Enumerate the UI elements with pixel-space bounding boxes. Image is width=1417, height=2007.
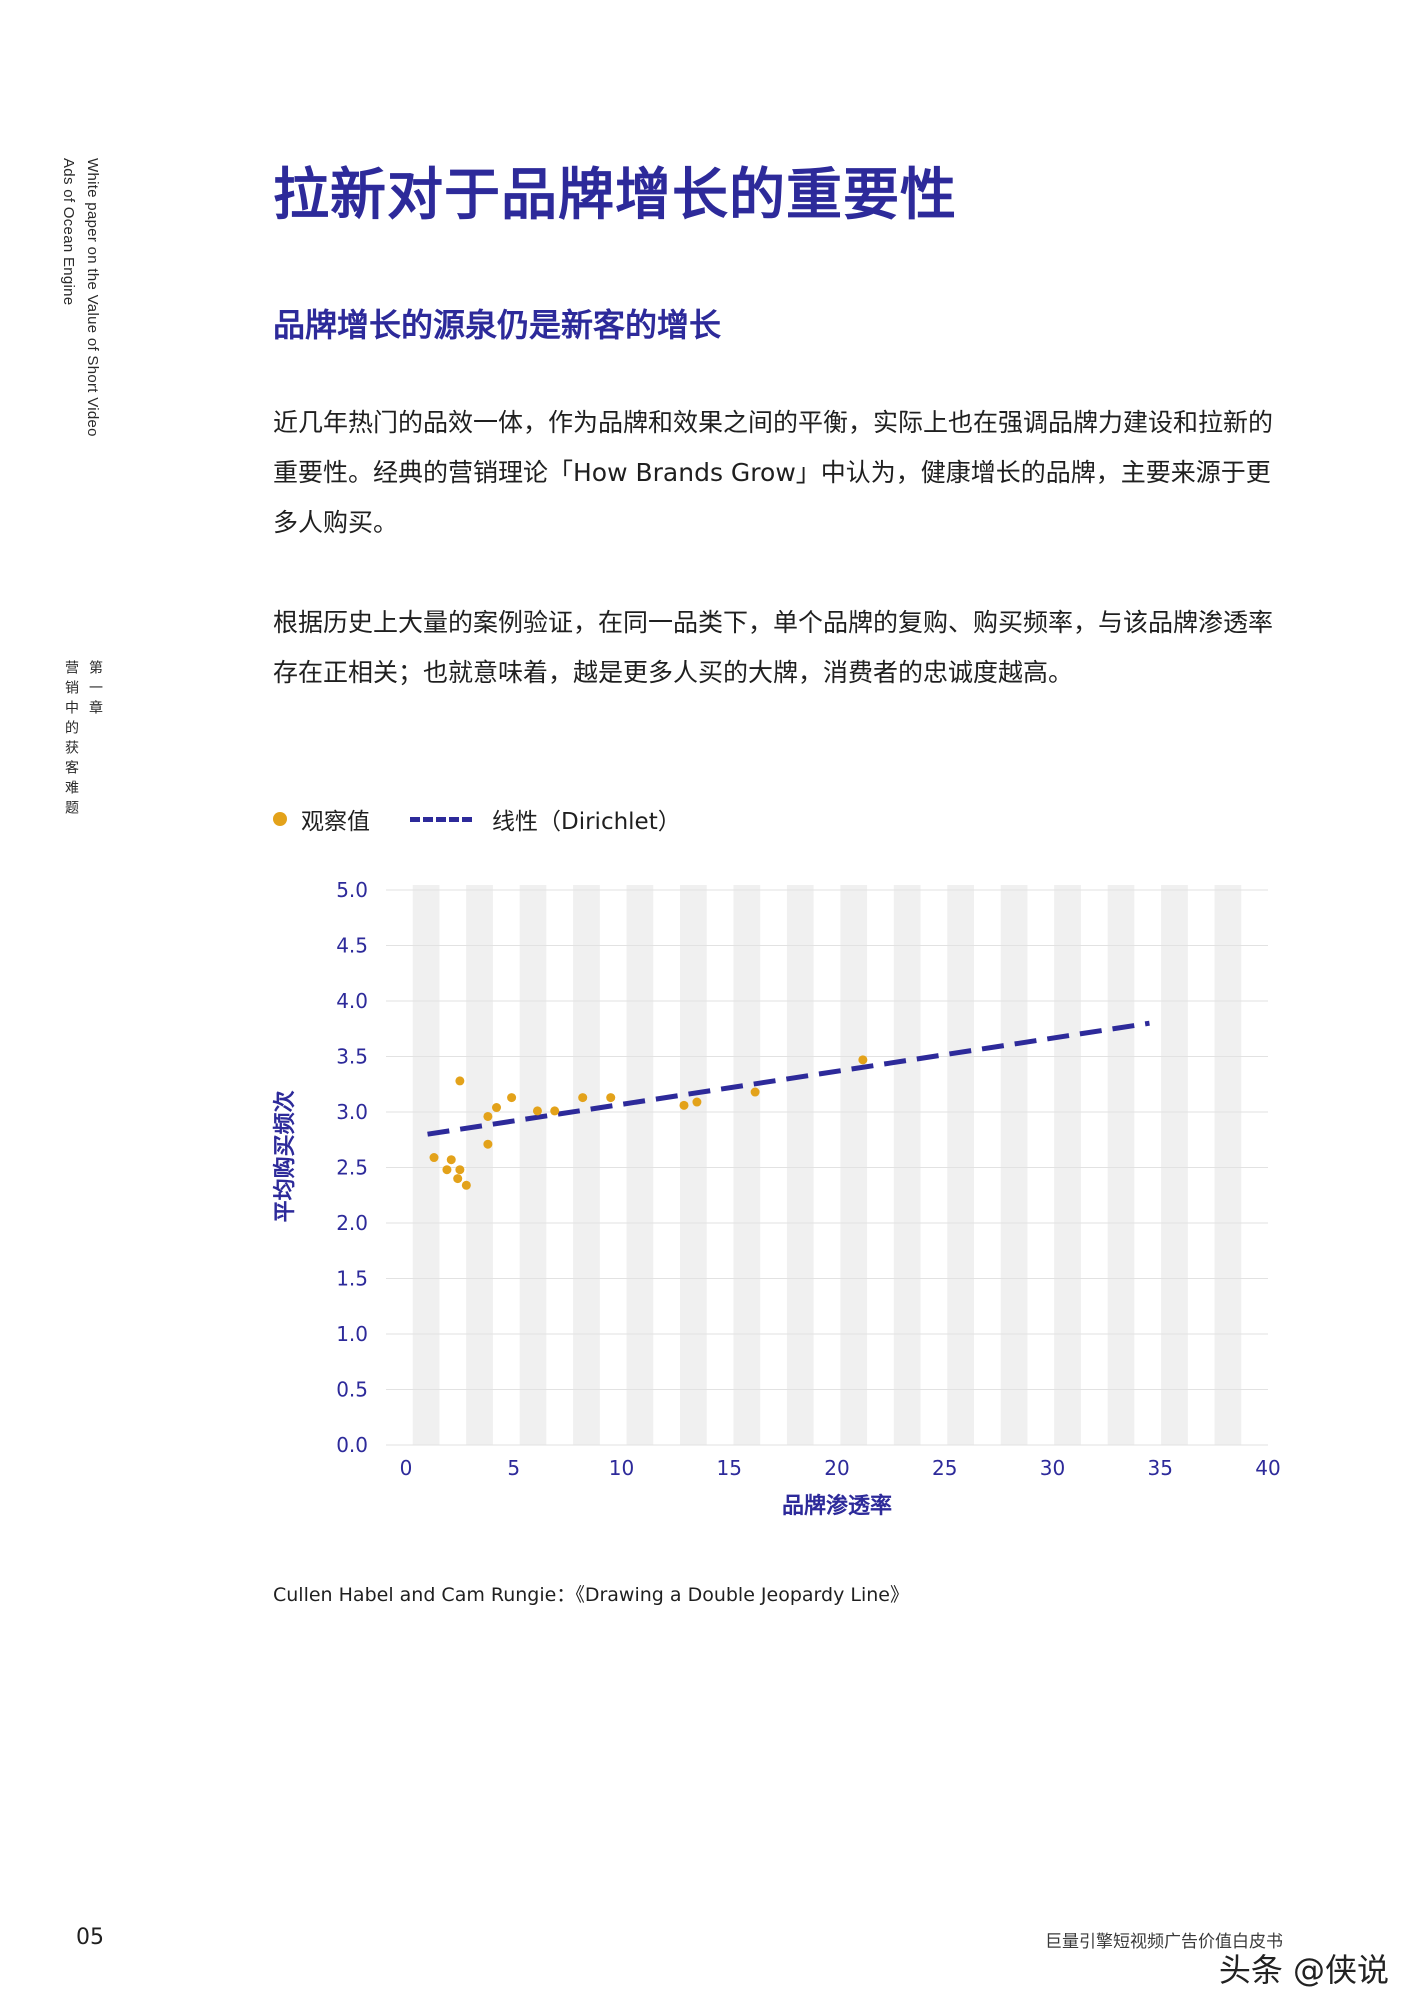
body-paragraph-2: 根据历史上大量的案例验证，在同一品类下，单个品牌的复购、购买频率，与该品牌渗透率… (273, 608, 1274, 687)
data-point-observed (483, 1139, 493, 1149)
y-tick-label: 2.5 (336, 1156, 368, 1180)
footer-doc-title: 巨量引擎短视频广告价值白皮书 (1045, 1932, 1283, 1952)
chart-legend: 观察值 线性（Dirichlet） (273, 803, 681, 835)
plot-stripe (786, 885, 814, 1445)
data-point-observed (578, 1093, 588, 1103)
y-tick-label: 4.5 (336, 934, 368, 958)
data-point-observed (858, 1055, 868, 1065)
x-tick-label: 0 (400, 1456, 413, 1480)
data-point-observed (442, 1165, 452, 1175)
plot-stripe (1107, 885, 1135, 1445)
plot-stripe (893, 885, 921, 1445)
x-tick-label: 10 (609, 1456, 634, 1480)
x-axis-title: 品牌渗透率 (782, 1493, 892, 1519)
sidebar-doc-title-en-line2: Ads of Ocean Engine (60, 158, 77, 306)
watermark-text: 头条 @侠说 (1218, 1951, 1389, 1989)
data-point-observed (455, 1165, 465, 1175)
trend-line-dirichlet (427, 1020, 1150, 1137)
x-tick-label: 20 (824, 1456, 849, 1480)
body-paragraph-1: 近几年热门的品效一体，作为品牌和效果之间的平衡，实际上也在强调品牌力建设和拉新的… (273, 408, 1274, 537)
x-tick-label: 40 (1255, 1456, 1280, 1480)
page-title: 拉新对于品牌增长的重要性 (273, 163, 957, 228)
data-point-observed (532, 1106, 542, 1116)
plot-background (386, 885, 1268, 1445)
y-tick-label: 2.0 (336, 1211, 368, 1235)
data-point-observed (507, 1093, 517, 1103)
x-tick-label: 5 (507, 1456, 520, 1480)
data-point-observed (606, 1093, 616, 1103)
y-tick-label: 0.0 (336, 1433, 368, 1457)
plot-stripe (626, 885, 654, 1445)
legend-observed-marker (273, 812, 287, 826)
data-point-observed (483, 1111, 493, 1121)
legend-linear-marker (410, 816, 472, 822)
plot-stripe (1161, 885, 1188, 1445)
data-point-observed (455, 1076, 465, 1086)
data-point-observed (461, 1180, 471, 1190)
data-point-observed (453, 1174, 463, 1184)
plot-stripe (1214, 885, 1242, 1445)
y-axis-title: 平均购买频次 (272, 1090, 298, 1222)
plot-stripe (680, 885, 707, 1445)
y-tick-label: 1.5 (336, 1267, 368, 1291)
y-tick-label: 3.0 (336, 1100, 368, 1124)
plot-stripe (1000, 885, 1028, 1445)
plot-stripe (1054, 885, 1081, 1445)
plot-stripe (519, 885, 547, 1445)
x-tick-label: 35 (1148, 1456, 1173, 1480)
data-point-observed (446, 1155, 456, 1165)
source-citation: Cullen Habel and Cam Rungie：《Drawing a D… (273, 1584, 909, 1606)
data-point-observed (750, 1087, 760, 1097)
plot-stripe (412, 885, 440, 1445)
data-point-observed (679, 1100, 689, 1110)
section-subtitle: 品牌增长的源泉仍是新客的增长 (273, 306, 722, 344)
x-tick-label: 30 (1040, 1456, 1065, 1480)
plot-stripe (573, 885, 600, 1445)
x-tick-label: 25 (932, 1456, 957, 1480)
data-point-observed (492, 1103, 502, 1113)
y-tick-label: 5.0 (336, 878, 368, 902)
data-point-observed (550, 1106, 560, 1116)
y-tick-label: 0.5 (336, 1378, 368, 1402)
legend-linear-label: 线性（Dirichlet） (492, 809, 681, 835)
sidebar-chapter-number: 第一章 (88, 660, 104, 720)
scatter-chart: 0.0 0.5 1.0 1.5 2.0 2.5 3.0 3.5 4.0 4.5 5.0 0 5 10 15 2… (272, 878, 1281, 1519)
plot-stripe (840, 885, 868, 1445)
data-point-observed (692, 1097, 702, 1107)
plot-stripe (733, 885, 761, 1445)
legend-observed-label: 观察值 (301, 809, 370, 835)
sidebar-doc-title-en-line1: White paper on the Value of Short Video (84, 158, 101, 437)
y-tick-label: 3.5 (336, 1045, 368, 1069)
y-tick-label: 1.0 (336, 1322, 368, 1346)
data-point-observed (429, 1153, 439, 1163)
y-tick-label: 4.0 (336, 989, 368, 1013)
sidebar-chapter-title: 营销中的获客难题 (64, 660, 80, 820)
plot-stripe (947, 885, 974, 1445)
x-tick-label: 15 (717, 1456, 742, 1480)
page-number: 05 (76, 1925, 104, 1950)
plot-stripe (466, 885, 493, 1445)
